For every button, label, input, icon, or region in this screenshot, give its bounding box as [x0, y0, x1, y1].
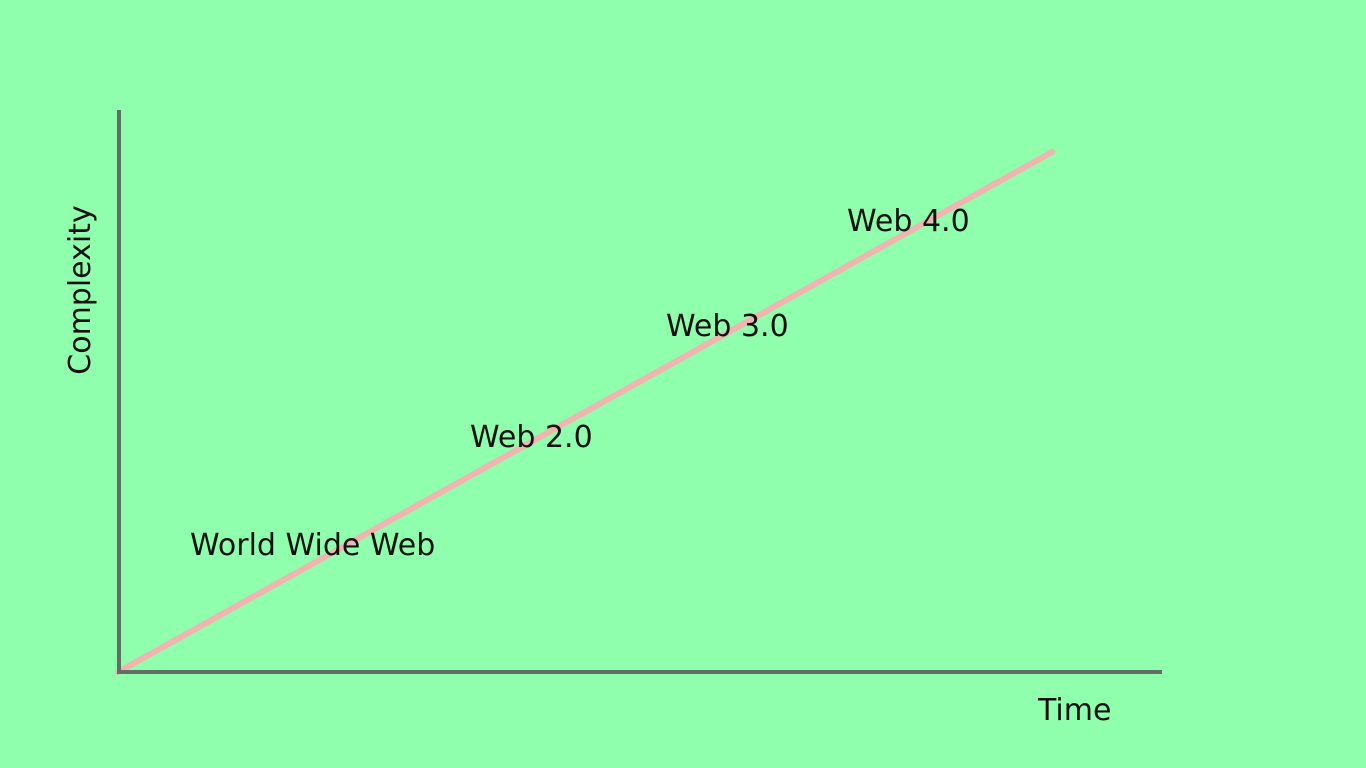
growth-line [115, 149, 1055, 675]
stage-label-web-2: Web 2.0 [470, 420, 593, 455]
stage-label-web-4: Web 4.0 [847, 204, 970, 239]
stage-label-web-3: Web 3.0 [666, 309, 789, 344]
y-axis-label: Complexity [63, 205, 98, 374]
x-axis-label: Time [1037, 693, 1111, 728]
stage-label-world-wide-web: World Wide Web [190, 528, 435, 563]
